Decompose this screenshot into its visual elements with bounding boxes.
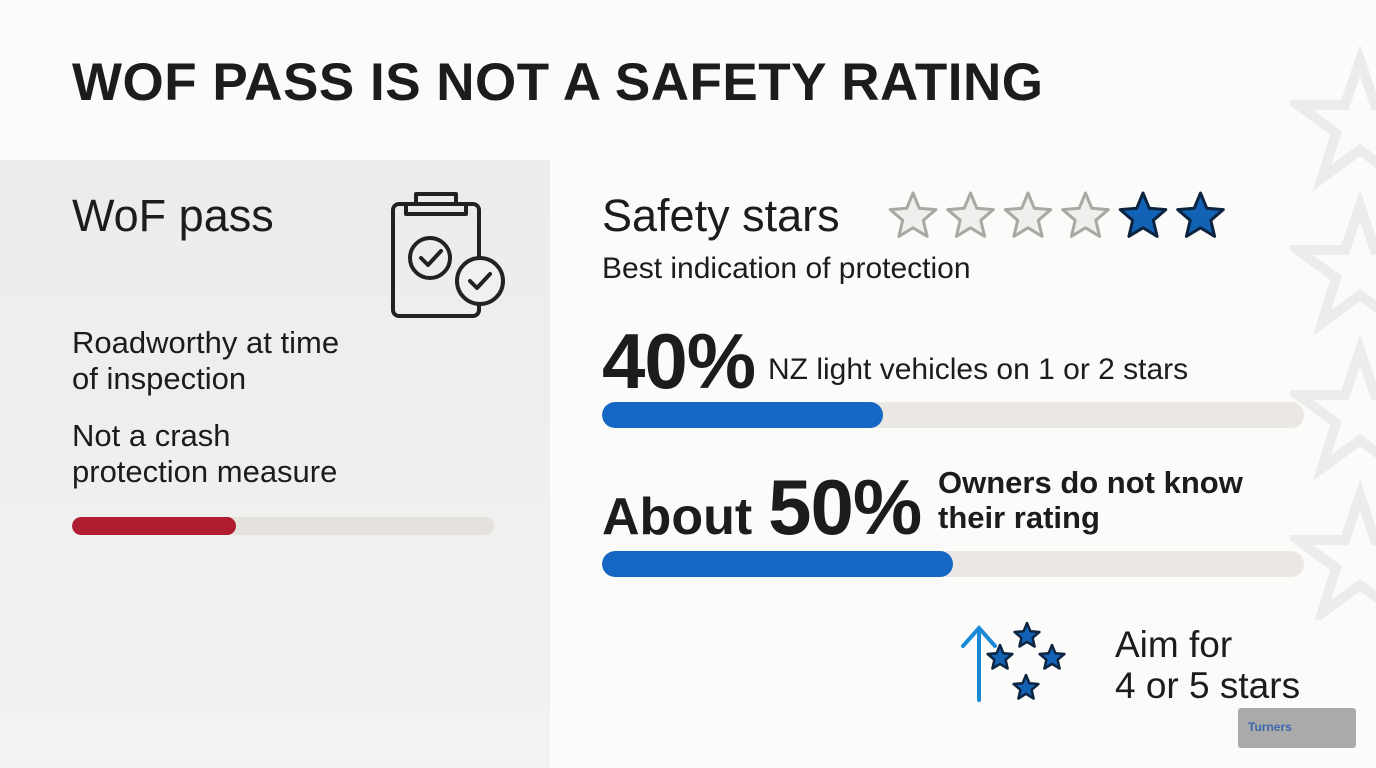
crash-protection-track (72, 517, 494, 535)
title: WOF PASS IS NOT A SAFETY RATING (72, 53, 1044, 112)
background-stars (1290, 44, 1376, 620)
clipboard-icon (391, 192, 505, 318)
stat-bar (602, 402, 883, 428)
stat-value: 40% (602, 317, 756, 405)
stat-text-line: Owners do not know (938, 465, 1243, 500)
stat-text: Owners do not know their rating (938, 465, 1243, 535)
stat-bar-track (602, 402, 1304, 428)
star-icon (1012, 673, 1040, 700)
crash-protection-fill (72, 517, 236, 535)
left-heading: WoF pass (72, 190, 274, 241)
stat-text-line: NZ light vehicles on 1 or 2 stars (768, 353, 1189, 386)
aim-line: 4 or 5 stars (1115, 665, 1301, 706)
stat-bar-track (602, 551, 1304, 577)
star-icon (946, 191, 995, 238)
left-point: Not a crash protection measure (72, 418, 337, 490)
logo-text: Turners (1248, 720, 1292, 734)
star-icon (1003, 191, 1053, 238)
stat-figure: About 50% (602, 462, 922, 553)
left-point-line: protection measure (72, 454, 338, 489)
aim-line: Aim for (1115, 624, 1233, 665)
right-subheading: Best indication of protection (602, 252, 971, 285)
stat-bar (602, 551, 953, 577)
star-icon (1061, 191, 1110, 238)
star-icon (986, 643, 1014, 670)
logo-badge: Turners (1238, 708, 1356, 748)
star-icon (1038, 643, 1066, 670)
star-icon (1118, 191, 1168, 238)
stat-text: NZ light vehicles on 1 or 2 stars (768, 352, 1188, 387)
right-heading: Safety stars (602, 190, 840, 241)
left-point: Roadworthy at time of inspection (72, 325, 339, 397)
star-rating-icon (888, 191, 1225, 238)
star-icon (1013, 622, 1041, 648)
stat-value: 50% (768, 463, 922, 551)
left-point-line: of inspection (72, 361, 247, 396)
stat-text-line: their rating (938, 500, 1100, 535)
left-point-line: Not a crash (72, 418, 231, 453)
star-icon (888, 191, 938, 238)
stat-figure: 40% (602, 316, 756, 407)
stat-prefix: About (602, 488, 753, 546)
star-icon (1176, 191, 1225, 238)
left-panel (0, 160, 550, 768)
left-point-line: Roadworthy at time (72, 325, 340, 360)
aim-text: Aim for 4 or 5 stars (1115, 624, 1300, 706)
aim-icon (961, 622, 1066, 702)
